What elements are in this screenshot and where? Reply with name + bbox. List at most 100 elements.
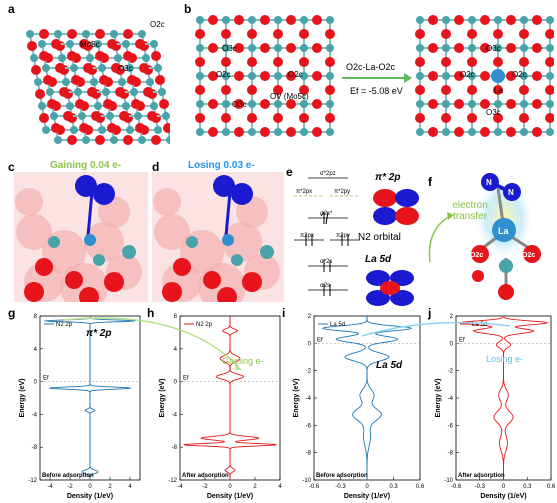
- panel-label-c: c: [8, 160, 15, 174]
- o-atom: [260, 15, 270, 25]
- o-atom: [467, 57, 477, 67]
- o-atom: [480, 15, 490, 25]
- o-atom: [480, 127, 490, 137]
- losing-e-annotation: Losing e-: [486, 354, 524, 364]
- o-atom: [519, 113, 529, 123]
- mo-atom: [222, 44, 230, 52]
- reaction-arrow: [342, 73, 412, 83]
- o-atom: [95, 135, 105, 145]
- mo-atom: [494, 128, 502, 136]
- o-atom: [286, 43, 296, 53]
- mo-atom: [546, 72, 554, 80]
- panel-a-structure: [26, 29, 170, 145]
- mo-atom: [122, 40, 130, 48]
- o-atom: [247, 29, 257, 39]
- mo-atom: [546, 44, 554, 52]
- y-tick-label: 4: [34, 347, 38, 353]
- o-atom: [79, 39, 89, 49]
- panel-label-b: b: [184, 2, 192, 16]
- la-atom: [491, 69, 505, 83]
- o-atom: [493, 113, 503, 123]
- o-atom: [195, 57, 205, 67]
- level-sigma-star-2pz: σ*2pz: [320, 171, 336, 177]
- o-atom: [51, 123, 61, 133]
- panel-f-adsorption: N N La O2c O2c: [470, 173, 541, 300]
- o-atom: [312, 99, 322, 109]
- mo-atom: [222, 128, 230, 136]
- x-tick-label: 0.3: [523, 484, 532, 490]
- mo-atom: [38, 40, 46, 48]
- o-atom: [163, 123, 170, 133]
- x-axis-label: Density (1/eV): [480, 493, 526, 500]
- o-atom: [234, 71, 244, 81]
- o-atom: [428, 71, 438, 81]
- o-atom: [299, 29, 309, 39]
- o-atom: [67, 51, 77, 61]
- o-atom: [273, 113, 283, 123]
- mo-atom: [162, 112, 170, 120]
- x-axis-label: Density (1/eV): [344, 493, 390, 500]
- mo-atom: [70, 126, 78, 134]
- o-atom: [123, 51, 133, 61]
- mo-atom: [196, 72, 204, 80]
- mo-atom: [86, 54, 94, 62]
- mo-atom: [114, 54, 122, 62]
- legend-label: La 5d: [330, 322, 345, 328]
- n-atom: [75, 175, 97, 197]
- o-atom: [467, 29, 477, 39]
- mo-atom: [146, 78, 154, 86]
- y-axis-label: Energy (eV): [293, 379, 300, 418]
- o-atom: [195, 85, 205, 95]
- x-tick-label: 0: [88, 484, 92, 490]
- y-axis-label: Energy (eV): [19, 379, 26, 418]
- y-tick-label: -6: [448, 423, 454, 429]
- mo-atom: [54, 136, 62, 144]
- label-b-o2c-3: O2c: [460, 70, 475, 79]
- ef-label: Ef: [317, 337, 323, 343]
- y-tick-label: 8: [174, 314, 178, 320]
- o-atom: [51, 39, 61, 49]
- mo-atom: [442, 72, 450, 80]
- mo-atom: [468, 72, 476, 80]
- panel-c-title: Gaining 0.04 e-: [50, 160, 122, 171]
- mo-atom: [520, 16, 528, 24]
- mo-atom: [62, 78, 70, 86]
- o-atom: [454, 43, 464, 53]
- mo-atom: [326, 128, 334, 136]
- o-atom: [39, 113, 49, 123]
- atom: [104, 272, 124, 292]
- mo-atom: [66, 102, 74, 110]
- atom: [231, 254, 243, 266]
- o-atom: [47, 99, 57, 109]
- o-atom: [131, 99, 141, 109]
- dos-curve-down: [183, 316, 231, 480]
- mo-atom: [274, 100, 282, 108]
- x-tick-label: 0: [365, 484, 369, 490]
- label-b-la: La: [494, 86, 503, 95]
- o-atom: [87, 87, 97, 97]
- atom: [242, 272, 262, 292]
- o-atom: [325, 57, 335, 67]
- o-atom: [325, 113, 335, 123]
- o-atom: [247, 113, 257, 123]
- o-atom: [532, 43, 542, 53]
- mo-atom: [126, 64, 134, 72]
- atom: [122, 245, 136, 259]
- o-atom: [441, 85, 451, 95]
- o-atom: [221, 57, 231, 67]
- mo-atom: [196, 100, 204, 108]
- mo-atom: [442, 44, 450, 52]
- x-tick-label: 2: [253, 484, 257, 490]
- mo-atom: [154, 64, 162, 72]
- o-atom: [286, 99, 296, 109]
- o-atom: [286, 15, 296, 25]
- atom: [260, 245, 274, 259]
- x-tick-label: 0: [228, 484, 232, 490]
- y-tick-label: -12: [168, 478, 177, 484]
- o-atom: [59, 87, 69, 97]
- o-atom: [299, 57, 309, 67]
- o-atom: [31, 65, 41, 75]
- y-tick-label: 8: [34, 314, 38, 320]
- o-atom: [35, 89, 45, 99]
- mo-atom: [126, 126, 134, 134]
